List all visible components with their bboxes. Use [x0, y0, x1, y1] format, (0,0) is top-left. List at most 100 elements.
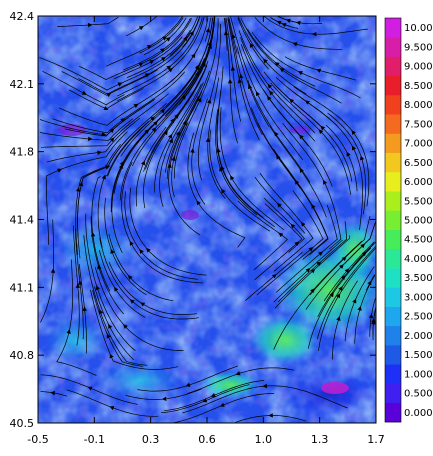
- y-tick-label: 41.8: [10, 146, 35, 159]
- colorbar-swatch: [385, 133, 401, 153]
- colorbar-swatch: [385, 364, 401, 384]
- streamline-arrowhead: [190, 148, 195, 153]
- streamline-arrowhead: [146, 247, 151, 253]
- streamline-arrowhead: [181, 94, 187, 100]
- y-tick-label: 41.1: [10, 281, 35, 294]
- streamline-arrowhead: [98, 309, 104, 315]
- streamline-arrowhead: [310, 268, 316, 274]
- streamline-arrowhead: [78, 181, 84, 187]
- streamline-arrowhead: [271, 273, 277, 279]
- streamline-arrowhead: [109, 137, 115, 143]
- streamline-arrowhead: [205, 27, 211, 33]
- streamline-arrowhead: [103, 105, 109, 110]
- colorbar-label: 1.000: [404, 369, 433, 380]
- y-tick-label: 42.4: [10, 10, 35, 23]
- streamline-arrowhead: [276, 154, 281, 160]
- colorbar-label: 8.500: [404, 81, 433, 92]
- streamline-arrowhead: [367, 280, 372, 286]
- x-tick-label: 1.7: [367, 433, 385, 446]
- x-tick-label: -0.1: [84, 433, 105, 446]
- streamline-arrowhead: [168, 133, 173, 139]
- heatmap-field: [38, 16, 376, 423]
- streamline-arrowhead: [123, 324, 128, 329]
- streamline-arrowhead: [320, 125, 326, 131]
- streamline-arrowhead: [196, 200, 201, 206]
- colorbar-label: 0.500: [404, 389, 433, 400]
- streamline-arrowhead: [144, 73, 150, 78]
- colorbar-swatch: [385, 229, 401, 250]
- streamline-arrowhead: [87, 22, 93, 28]
- colorbar-label: 10.00: [404, 23, 433, 34]
- streamline-arrowhead: [75, 283, 81, 288]
- streamline-arrowhead: [66, 329, 71, 334]
- streamline-arrowhead: [90, 231, 96, 237]
- streamline-arrowhead: [311, 31, 317, 37]
- streamline-arrowhead: [197, 97, 202, 103]
- streamline-arrowhead: [263, 58, 268, 64]
- colorbar-swatch: [385, 210, 401, 230]
- streamline-arrowhead: [129, 240, 134, 246]
- streamline-arrowhead: [161, 36, 167, 41]
- streamline-arrowhead: [316, 68, 322, 73]
- colorbar-swatch: [385, 287, 401, 307]
- colorbar-label: 1.500: [404, 350, 433, 361]
- streamline-arrowhead: [129, 299, 135, 304]
- x-tick-label: 0.3: [142, 433, 160, 446]
- colorbar-swatch: [385, 75, 401, 96]
- streamline-arrowhead: [183, 36, 188, 42]
- streamline-arrowhead: [300, 221, 306, 227]
- streamline-arrowhead: [285, 18, 291, 23]
- streamline-arrowhead: [120, 118, 126, 123]
- streamline-arrowhead: [207, 43, 213, 49]
- streamline-arrowhead: [276, 202, 282, 208]
- x-tick-label: 1.3: [311, 433, 329, 446]
- streamline-arrowhead: [223, 30, 229, 36]
- streamline-arrowhead: [336, 293, 341, 299]
- streamline-arrowhead: [336, 316, 341, 322]
- streamline-arrowhead: [82, 306, 87, 312]
- streamline-arrowhead: [310, 288, 315, 294]
- colorbar-label: 0.000: [404, 408, 433, 419]
- colorbar-label: 5.500: [404, 196, 433, 207]
- streamline-arrowhead: [262, 383, 268, 389]
- colorbar-label: 9.000: [404, 62, 433, 73]
- streamline-arrowhead: [110, 248, 115, 254]
- x-axis: -0.5 -0.1 0.3 0.6 1.0 1.3 1.7: [27, 16, 385, 446]
- streamline-arrowhead: [299, 168, 304, 174]
- streamline-arrowhead: [109, 128, 115, 134]
- streamline-arrowhead: [97, 150, 103, 155]
- streamline-arrowhead: [329, 292, 334, 298]
- streamline-arrowhead: [274, 131, 279, 137]
- streamline-arrowhead: [167, 163, 172, 168]
- streamline-arrowhead: [351, 145, 356, 151]
- streamline-arrowhead: [360, 243, 366, 249]
- streamline-arrowhead: [219, 166, 224, 172]
- y-axis: 42.4 42.1 41.8 41.4 41.1 40.8 40.5: [10, 10, 376, 430]
- y-tick-label: 40.5: [10, 417, 35, 430]
- colorbar-swatch: [385, 383, 401, 404]
- streamline-arrowhead: [230, 175, 235, 181]
- streamline-arrowhead: [77, 280, 83, 285]
- streamline-arrowhead: [316, 261, 322, 267]
- colorbar-swatch: [385, 94, 401, 115]
- streamline-arrowhead: [274, 61, 280, 67]
- colorbar-label: 6.500: [404, 158, 433, 169]
- x-tick-label: 0.6: [198, 433, 216, 446]
- streamline-arrowhead: [276, 20, 282, 25]
- streamline-arrowhead: [101, 174, 106, 180]
- streamline-arrowhead: [295, 20, 301, 26]
- colorbar-label: 2.500: [404, 312, 433, 323]
- colorbar-label: 3.000: [404, 292, 433, 303]
- streamline-arrowhead: [281, 23, 287, 28]
- streamline-arrowhead: [140, 302, 146, 307]
- streamline-arrowhead: [247, 84, 253, 90]
- streamline-arrowhead: [219, 402, 225, 407]
- streamline-arrowhead: [87, 386, 93, 391]
- streamline-arrowhead: [206, 98, 212, 104]
- streamline-arrowhead: [146, 44, 152, 50]
- colorbar-label: 8.000: [404, 100, 433, 111]
- colorbar-swatch: [385, 56, 401, 77]
- streamline-arrowhead: [189, 30, 194, 36]
- streamline-arrowhead: [105, 165, 111, 170]
